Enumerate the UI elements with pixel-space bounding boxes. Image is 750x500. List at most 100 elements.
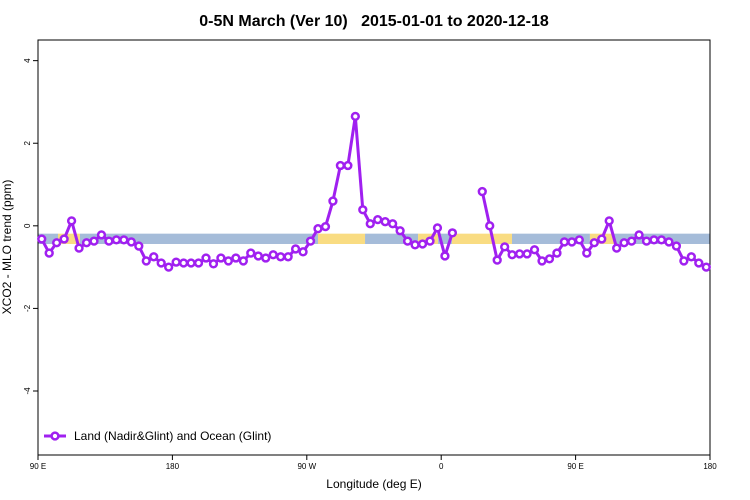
chart-title: 0-5N March (Ver 10) 2015-01-01 to 2020-1… — [199, 13, 549, 30]
data-point — [567, 237, 577, 247]
data-point — [574, 235, 584, 245]
data-point — [559, 237, 570, 247]
data-point — [641, 236, 652, 246]
data-point — [328, 196, 338, 206]
data-point — [261, 253, 271, 263]
data-point — [537, 256, 547, 266]
data-point — [81, 238, 92, 248]
data-point — [656, 235, 667, 245]
data-point — [201, 253, 211, 263]
data-point — [447, 228, 458, 238]
data-point — [59, 234, 69, 244]
surface-band-segment — [451, 233, 512, 244]
data-point — [395, 226, 405, 236]
data-point — [134, 241, 144, 251]
data-point — [477, 186, 487, 197]
data-point — [305, 236, 316, 246]
data-point — [276, 252, 286, 262]
data-point — [208, 259, 219, 269]
data-point — [290, 244, 301, 254]
data-point — [500, 242, 510, 252]
data-point — [514, 249, 525, 259]
x-tick-label: 180 — [703, 462, 717, 471]
data-point — [238, 256, 248, 266]
x-tick-label: 90 W — [297, 462, 316, 471]
data-point — [679, 256, 689, 266]
data-point — [544, 254, 555, 264]
y-tick-label: 0 — [23, 223, 32, 228]
data-point — [164, 262, 174, 272]
data-point — [402, 236, 413, 246]
data-point — [350, 111, 360, 122]
y-tick-label: -4 — [23, 387, 32, 395]
data-point — [66, 216, 77, 226]
data-point — [373, 214, 383, 225]
data-point — [432, 223, 443, 233]
data-point — [313, 224, 323, 234]
data-point — [597, 234, 607, 244]
data-point — [253, 251, 263, 261]
data-point — [104, 236, 114, 246]
data-point — [649, 235, 659, 245]
data-point — [388, 219, 398, 229]
x-axis-label: Longitude (deg E) — [326, 477, 421, 491]
surface-band-segment — [365, 233, 419, 244]
data-point — [320, 221, 331, 232]
data-point — [89, 236, 99, 246]
data-point — [335, 160, 346, 171]
legend-label: Land (Nadir&Glint) and Ocean (Glint) — [74, 429, 271, 443]
data-point — [589, 238, 599, 248]
data-point — [141, 256, 151, 266]
data-point — [365, 219, 375, 229]
data-point — [96, 230, 107, 240]
surface-band-segment — [58, 233, 80, 244]
data-point — [694, 258, 704, 268]
data-point — [492, 255, 502, 265]
data-point — [171, 257, 181, 267]
data-point — [701, 262, 711, 272]
data-point — [612, 243, 622, 253]
plot-frame — [37, 39, 711, 456]
data-point — [425, 236, 435, 246]
data-point — [440, 251, 450, 261]
surface-band-segment — [38, 233, 59, 244]
data-point — [111, 235, 122, 245]
data-point — [522, 249, 532, 259]
surface-band-segment — [511, 233, 590, 244]
data-point — [529, 245, 540, 255]
data-point — [283, 252, 293, 262]
data-point — [604, 216, 614, 226]
data-point — [619, 238, 629, 248]
x-tick-label: 180 — [166, 462, 180, 471]
x-tick-label: 90 E — [30, 462, 46, 471]
data-point — [52, 238, 62, 248]
data-point — [231, 253, 241, 263]
data-point — [343, 160, 353, 171]
data-point — [552, 248, 562, 258]
data-point — [193, 258, 204, 268]
y-tick-label: 4 — [23, 58, 32, 63]
y-tick-label: 2 — [23, 140, 32, 145]
surface-band-segment — [438, 233, 452, 244]
data-point — [156, 258, 166, 268]
data-point — [417, 239, 428, 249]
surface-band-segment — [318, 233, 366, 244]
data-point — [358, 205, 368, 215]
x-tick-label: 0 — [439, 462, 444, 471]
legend-marker — [50, 431, 60, 441]
data-point — [223, 256, 234, 266]
data-point — [74, 243, 84, 253]
data-point — [664, 237, 674, 247]
data-point — [268, 250, 278, 260]
data-point — [626, 236, 637, 246]
data-point — [246, 248, 256, 258]
data-point — [298, 247, 308, 257]
data-point — [216, 253, 226, 263]
data-point — [149, 252, 159, 262]
data-point — [485, 221, 495, 231]
data-point — [507, 250, 517, 260]
data-point — [119, 235, 129, 245]
data-point — [410, 240, 420, 250]
data-point — [37, 234, 47, 244]
